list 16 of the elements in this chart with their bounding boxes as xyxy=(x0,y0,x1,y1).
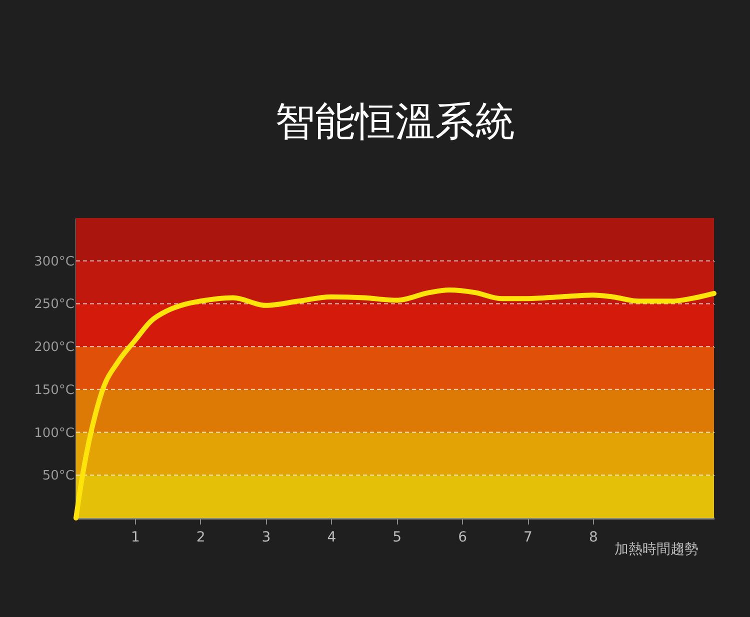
x-tick-label: 6 xyxy=(458,530,468,546)
x-tick-label: 8 xyxy=(588,530,598,546)
y-tick-label: 300°C xyxy=(34,254,74,270)
x-tick-label: 7 xyxy=(524,530,532,546)
y-tick-label: 100°C xyxy=(34,426,74,441)
x-tick-label: 1 xyxy=(130,530,140,546)
y-tick-label: 50°C xyxy=(42,468,74,484)
x-tick-label: 5 xyxy=(392,530,402,546)
y-tick-label: 250°C xyxy=(34,297,74,312)
y-tick-label: 200°C xyxy=(34,340,74,356)
x-tick-label: 3 xyxy=(262,530,271,546)
x-tick-label: 4 xyxy=(327,530,336,546)
x-axis-title: 加熱時間趨勢 xyxy=(614,542,698,558)
chart-title: 智能恒溫系統 xyxy=(275,99,515,145)
y-tick-label: 150°C xyxy=(34,382,74,398)
x-tick-label: 2 xyxy=(196,530,206,546)
